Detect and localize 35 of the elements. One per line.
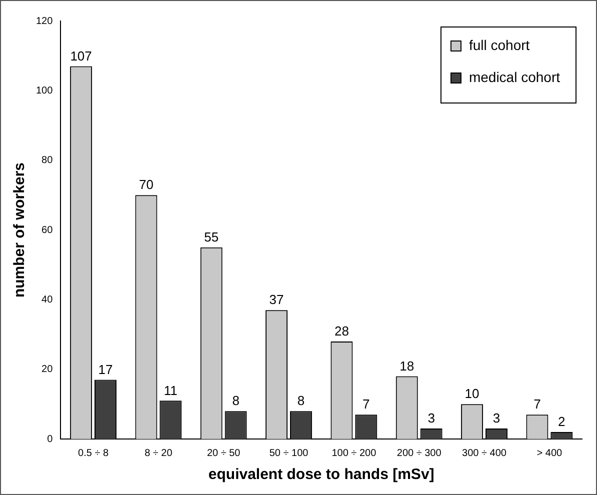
x-tick-label: 100 ÷ 200 (332, 448, 377, 459)
x-tick-label: 50 ÷ 100 (269, 448, 309, 459)
data-label: 8 (297, 393, 305, 408)
data-label: 17 (98, 362, 113, 377)
data-label: 107 (70, 48, 92, 64)
data-label: 8 (232, 393, 240, 408)
x-tick-label: 300 ÷ 400 (462, 448, 507, 459)
y-axis-title: number of workers (11, 162, 28, 298)
x-axis-title: equivalent dose to hands [mSv] (208, 466, 434, 484)
data-label: 3 (428, 410, 435, 426)
y-tick-label: 80 (42, 155, 54, 166)
data-label: 55 (204, 229, 219, 244)
data-label: 2 (558, 414, 566, 430)
y-tick-label: 20 (42, 364, 54, 376)
y-tick-label: 0 (47, 434, 54, 445)
data-label: 11 (164, 382, 178, 398)
y-tick-label: 100 (36, 85, 54, 96)
data-label: 18 (400, 358, 414, 374)
y-tick-label: 60 (42, 224, 54, 236)
x-tick-label: 0.5 ÷ 8 (78, 448, 109, 459)
data-label: 7 (362, 396, 370, 412)
data-label: 10 (464, 386, 480, 402)
y-tick-label: 40 (42, 294, 54, 306)
x-tick-label: 8 ÷ 20 (144, 448, 173, 459)
legend-label: medical cohort (468, 68, 560, 85)
data-label: 7 (534, 396, 541, 412)
x-tick-label: > 400 (536, 448, 563, 459)
y-tick-label: 120 (36, 16, 54, 27)
x-tick-label: 20 ÷ 50 (206, 448, 241, 459)
legend-label: full cohort (468, 36, 530, 53)
data-label: 3 (492, 410, 500, 426)
data-label: 28 (334, 324, 349, 339)
x-tick-label: 200 ÷ 300 (396, 448, 442, 459)
data-label: 70 (138, 177, 154, 192)
data-label: 37 (269, 292, 284, 308)
